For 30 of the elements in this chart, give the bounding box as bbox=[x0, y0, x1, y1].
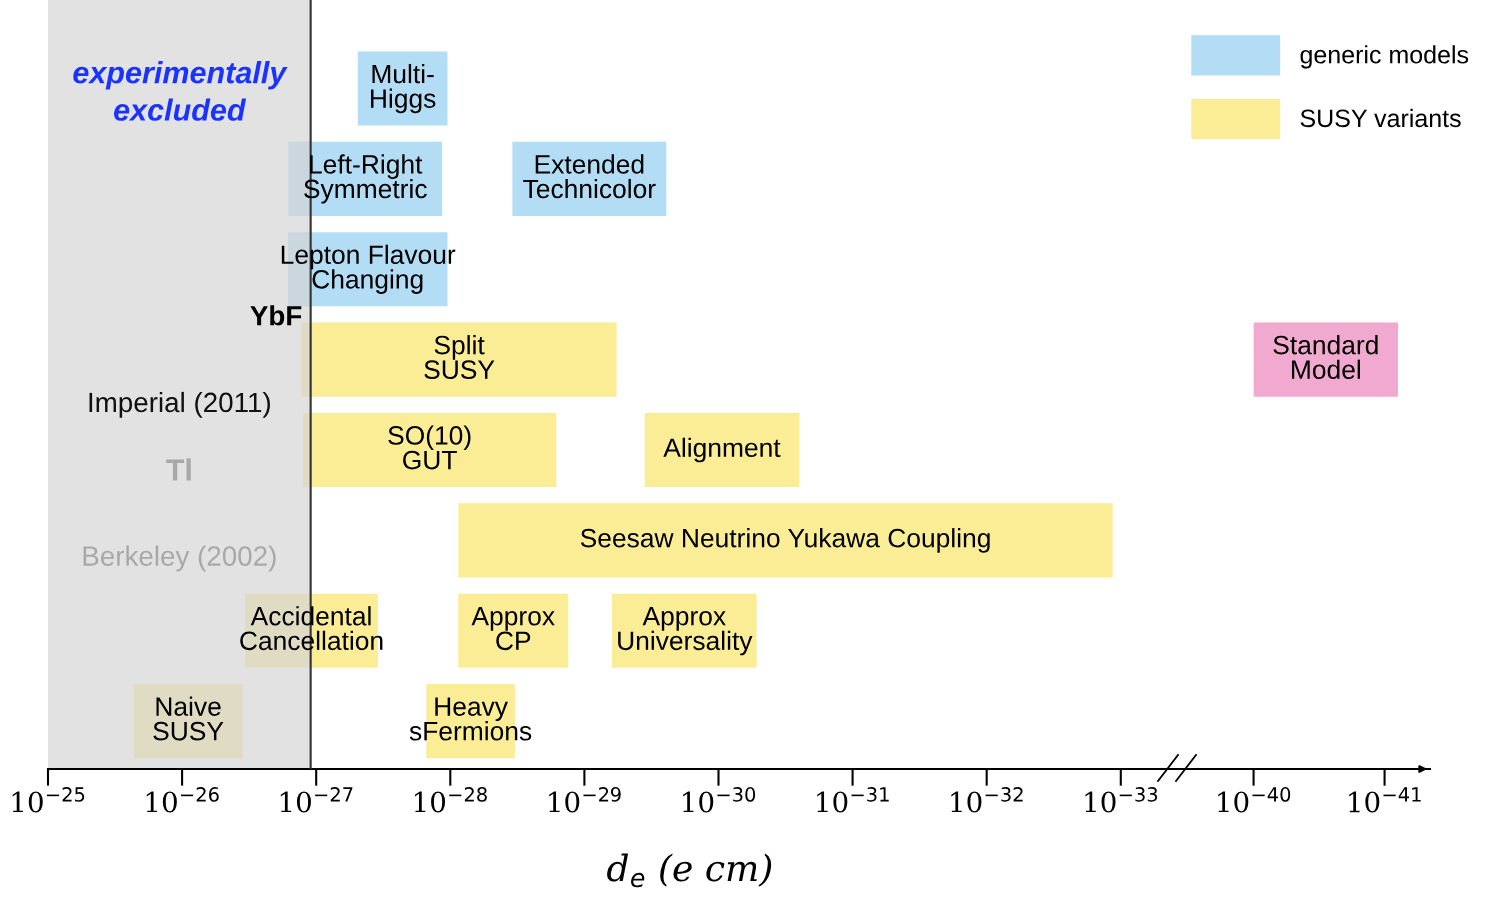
data-label: Standard Model bbox=[1273, 335, 1378, 380]
annotation: Tl bbox=[166, 458, 191, 481]
data-label: Split SUSY bbox=[424, 335, 495, 380]
x-tick-label: 10$^{−26}$ bbox=[146, 787, 219, 813]
annotation: Imperial (2011) bbox=[89, 391, 270, 418]
x-tick-label: 10$^{−31}$ bbox=[817, 787, 889, 813]
data-label: Multi- Higgs bbox=[371, 63, 436, 114]
annotation: Berkeley (2002) bbox=[83, 545, 276, 572]
x-tick-label: 10$^{−25}$ bbox=[12, 787, 85, 813]
x-tick-label: 10$^{−32}$ bbox=[951, 787, 1023, 813]
legend-label: generic models bbox=[1300, 45, 1469, 69]
x-tick-label: 10$^{−33}$ bbox=[1085, 787, 1158, 813]
x-tick-label: 10$^{−29}$ bbox=[549, 787, 621, 813]
x-tick-label: 10$^{−40}$ bbox=[1218, 787, 1291, 813]
data-label: Seesaw Neutrino Yukawa Coupling bbox=[580, 528, 990, 553]
data-label: Approx CP bbox=[471, 607, 555, 651]
data-label: Heavy sFermions bbox=[409, 697, 532, 741]
data-label: Alignment bbox=[663, 437, 781, 463]
x-tick-label: 10$^{−41}$ bbox=[1349, 787, 1421, 813]
legend-label: SUSY variants bbox=[1300, 108, 1461, 128]
data-label: Extended Technicolor bbox=[523, 154, 656, 199]
data-label: Naive SUSY bbox=[153, 696, 224, 741]
band-label: experimentally excluded bbox=[73, 61, 288, 121]
x-tick-label: 10$^{−28}$ bbox=[414, 787, 487, 813]
data-label: SO(10) GUT bbox=[388, 425, 471, 470]
ref-line-label: YbF bbox=[250, 305, 302, 326]
x-tick-label: 10$^{−27}$ bbox=[280, 787, 353, 813]
data-label: Approx Universality bbox=[618, 607, 753, 656]
x-tick-label: 10$^{−30}$ bbox=[683, 787, 756, 813]
x-axis-title: d$_{e}$ (e cm) bbox=[607, 853, 772, 888]
